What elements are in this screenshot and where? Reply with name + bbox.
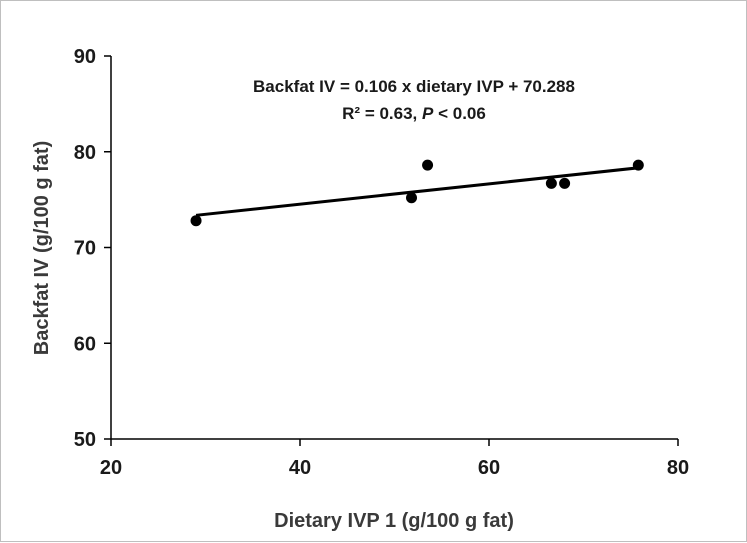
y-tick-label: 60: [74, 333, 96, 355]
data-point: [406, 192, 418, 204]
x-axis-title: Dietary IVP 1 (g/100 g fat): [274, 510, 514, 532]
r-squared-text: R² = 0.63,: [342, 104, 422, 123]
y-tick-label: 90: [74, 46, 96, 68]
data-point: [190, 215, 202, 227]
trendline: [195, 166, 639, 217]
y-tick-label: 80: [74, 142, 96, 164]
equation-annotation: Backfat IV = 0.106 x dietary IVP + 70.28…: [253, 77, 575, 96]
x-tick-label: 20: [100, 457, 122, 479]
y-tick-label: 70: [74, 238, 96, 260]
y-axis-title: Backfat IV (g/100 g fat): [31, 141, 53, 356]
x-tick-label: 80: [667, 457, 689, 479]
data-points: [190, 159, 644, 227]
data-point: [632, 159, 644, 171]
data-point: [545, 177, 557, 189]
x-ticks: 20 40 60 80: [100, 439, 689, 479]
y-ticks: 50 60 70 80 90: [74, 46, 111, 451]
x-tick-label: 60: [478, 457, 500, 479]
x-tick-label: 40: [289, 457, 311, 479]
data-point: [559, 177, 571, 189]
r-squared-annotation: R² = 0.63, P < 0.06: [342, 104, 486, 123]
y-tick-label: 50: [74, 429, 96, 451]
data-point: [422, 159, 434, 171]
p-symbol: P: [422, 104, 434, 123]
p-value-text: < 0.06: [433, 104, 485, 123]
